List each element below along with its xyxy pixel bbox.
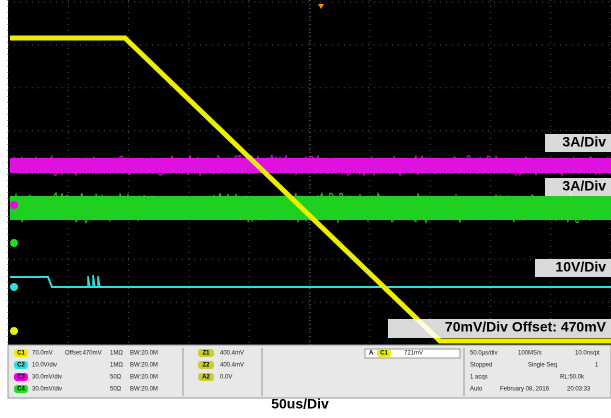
label: 70mV/Div Offset: 470mV	[445, 319, 607, 335]
bandwidth: BW:20.0M	[130, 387, 158, 393]
acq-text: 100MS/s	[518, 351, 542, 357]
impedance: 1MΩ	[110, 363, 123, 369]
impedance: 1MΩ	[110, 351, 123, 357]
badge	[198, 349, 214, 357]
scale: 30.0mV/div	[32, 387, 62, 393]
acq-text: 50.0µs/div	[470, 351, 497, 357]
badge	[14, 385, 28, 393]
math-value: 0.0V	[220, 375, 232, 381]
acq-text: February 08, 2016	[500, 387, 550, 393]
label: 3A/Div	[562, 178, 606, 194]
badge-text: C1	[17, 351, 25, 357]
trig-box	[364, 348, 461, 359]
label: 3A/Div	[562, 134, 606, 150]
trigger-pos	[318, 4, 324, 9]
trig-badge: A	[369, 351, 374, 357]
acq-text: Single Seq	[528, 363, 557, 369]
offset: Offset:470mV	[65, 351, 102, 357]
yellow-trace	[10, 35, 611, 344]
scale: 70.0mV	[32, 351, 53, 357]
label: 10V/Div	[555, 259, 606, 275]
badge	[14, 361, 28, 369]
noise-line	[9, 153, 611, 177]
badge-text: C3	[17, 375, 25, 381]
trig-src: C1	[380, 351, 388, 357]
ch3-marker	[10, 201, 18, 209]
scale: 30.0mV/div	[32, 375, 62, 381]
bandwidth: BW:20.0M	[130, 375, 158, 381]
impedance: 50Ω	[110, 375, 122, 381]
timebase-label: 50us/Div	[271, 396, 329, 412]
badge	[14, 373, 28, 381]
bandwidth: BW:20.0M	[130, 363, 158, 369]
badge-text: C2	[17, 363, 25, 369]
badge	[198, 361, 214, 369]
acq-text: 1	[595, 363, 599, 369]
acq-text: Stopped	[470, 363, 492, 369]
trig-value: 721mV	[404, 351, 423, 357]
badge	[198, 373, 214, 381]
acq-text: RL:50.0k	[560, 375, 585, 381]
label-bg	[535, 259, 611, 277]
badge	[14, 349, 28, 357]
cyan-trace	[10, 276, 611, 288]
label-bg	[545, 134, 611, 152]
badge-text: Z2	[202, 363, 210, 369]
acq-text: 10.0ns/pt	[575, 351, 600, 357]
impedance: 50Ω	[110, 387, 122, 393]
bandwidth: BW:20.0M	[130, 351, 158, 357]
cyan-spikes	[87, 274, 101, 288]
label-bg	[545, 178, 611, 196]
ch2-marker	[10, 283, 18, 291]
acq-text: 1 acqs	[470, 375, 488, 381]
badge	[377, 349, 391, 357]
badge-text: C4	[17, 387, 25, 393]
acq-text: 20:03:33	[567, 387, 591, 393]
label-bg	[388, 319, 611, 338]
math-value: 400.4mV	[220, 363, 244, 369]
ch4-marker	[10, 239, 18, 247]
info-panel	[7, 344, 611, 399]
badge-text: A2	[202, 375, 210, 381]
labels: 3A/Div 3A/Div 10V/Div 70mV/Div Offset: 4…	[388, 134, 611, 338]
math-value: 400.4mV	[220, 351, 244, 357]
acq-text: Auto	[470, 387, 483, 393]
ch1-marker	[10, 327, 18, 335]
info: C1 70.0mV Offset:470mV 1MΩ BW:20.0M C2 10.0V/d…	[14, 348, 600, 396]
badge-text: Z1	[202, 351, 210, 357]
scale: 10.0V/div	[32, 363, 57, 369]
